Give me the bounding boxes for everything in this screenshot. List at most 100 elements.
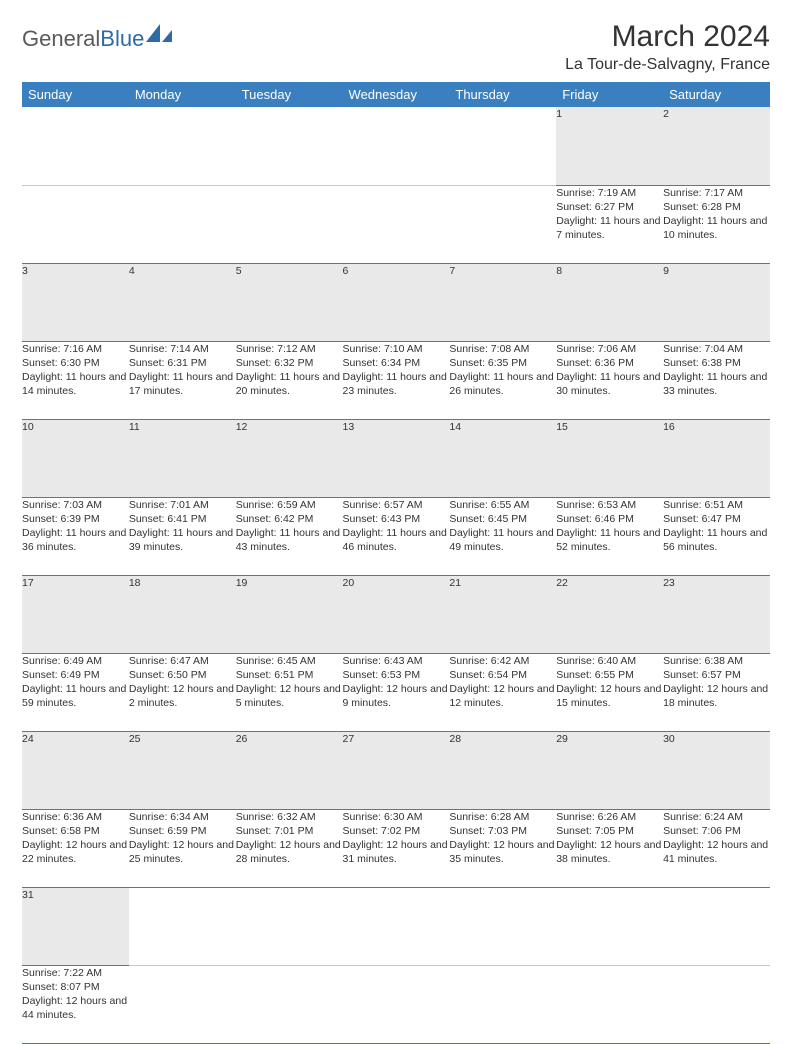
weekday-header: Friday bbox=[556, 82, 663, 107]
sunrise-text: Sunrise: 6:55 AM bbox=[449, 498, 556, 512]
day-number-cell bbox=[449, 887, 556, 965]
weekday-header: Tuesday bbox=[236, 82, 343, 107]
day-number-cell: 14 bbox=[449, 419, 556, 497]
day-number-cell: 7 bbox=[449, 263, 556, 341]
day-number-cell: 25 bbox=[129, 731, 236, 809]
day-number-cell: 9 bbox=[663, 263, 770, 341]
daynum-row: 12 bbox=[22, 107, 770, 185]
daylight-text: Daylight: 11 hours and 46 minutes. bbox=[343, 526, 450, 554]
sunset-text: Sunset: 6:39 PM bbox=[22, 512, 129, 526]
sunrise-text: Sunrise: 6:30 AM bbox=[343, 810, 450, 824]
sunrise-text: Sunrise: 7:03 AM bbox=[22, 498, 129, 512]
day-content-cell: Sunrise: 7:12 AMSunset: 6:32 PMDaylight:… bbox=[236, 341, 343, 419]
day-number-cell: 8 bbox=[556, 263, 663, 341]
day-number-cell bbox=[663, 887, 770, 965]
day-number-cell: 15 bbox=[556, 419, 663, 497]
sunset-text: Sunset: 6:43 PM bbox=[343, 512, 450, 526]
day-content-cell: Sunrise: 7:17 AMSunset: 6:28 PMDaylight:… bbox=[663, 185, 770, 263]
sunset-text: Sunset: 6:35 PM bbox=[449, 356, 556, 370]
content-row: Sunrise: 7:03 AMSunset: 6:39 PMDaylight:… bbox=[22, 497, 770, 575]
day-content-cell: Sunrise: 6:26 AMSunset: 7:05 PMDaylight:… bbox=[556, 809, 663, 887]
sunset-text: Sunset: 6:59 PM bbox=[129, 824, 236, 838]
day-number-cell: 4 bbox=[129, 263, 236, 341]
weekday-header-row: Sunday Monday Tuesday Wednesday Thursday… bbox=[22, 82, 770, 107]
weekday-header: Wednesday bbox=[343, 82, 450, 107]
day-content-cell: Sunrise: 6:55 AMSunset: 6:45 PMDaylight:… bbox=[449, 497, 556, 575]
sunrise-text: Sunrise: 6:49 AM bbox=[22, 654, 129, 668]
day-number-cell: 18 bbox=[129, 575, 236, 653]
sunset-text: Sunset: 6:54 PM bbox=[449, 668, 556, 682]
weekday-header: Thursday bbox=[449, 82, 556, 107]
sunrise-text: Sunrise: 6:51 AM bbox=[663, 498, 770, 512]
daynum-row: 3456789 bbox=[22, 263, 770, 341]
sunset-text: Sunset: 6:46 PM bbox=[556, 512, 663, 526]
sunrise-text: Sunrise: 6:36 AM bbox=[22, 810, 129, 824]
daylight-text: Daylight: 12 hours and 35 minutes. bbox=[449, 838, 556, 866]
daylight-text: Daylight: 12 hours and 12 minutes. bbox=[449, 682, 556, 710]
daylight-text: Daylight: 11 hours and 56 minutes. bbox=[663, 526, 770, 554]
daylight-text: Daylight: 11 hours and 49 minutes. bbox=[449, 526, 556, 554]
daylight-text: Daylight: 12 hours and 31 minutes. bbox=[343, 838, 450, 866]
sunrise-text: Sunrise: 6:40 AM bbox=[556, 654, 663, 668]
sunrise-text: Sunrise: 7:10 AM bbox=[343, 342, 450, 356]
day-content-cell bbox=[343, 965, 450, 1043]
day-number-cell: 27 bbox=[343, 731, 450, 809]
day-content-cell: Sunrise: 7:01 AMSunset: 6:41 PMDaylight:… bbox=[129, 497, 236, 575]
sunset-text: Sunset: 6:34 PM bbox=[343, 356, 450, 370]
sunrise-text: Sunrise: 6:26 AM bbox=[556, 810, 663, 824]
day-number-cell: 21 bbox=[449, 575, 556, 653]
day-content-cell: Sunrise: 7:22 AMSunset: 8:07 PMDaylight:… bbox=[22, 965, 129, 1043]
day-number-cell bbox=[236, 107, 343, 185]
sunset-text: Sunset: 6:53 PM bbox=[343, 668, 450, 682]
sunrise-text: Sunrise: 6:45 AM bbox=[236, 654, 343, 668]
brand-part1: General bbox=[22, 26, 100, 52]
sunset-text: Sunset: 6:51 PM bbox=[236, 668, 343, 682]
calendar-table: Sunday Monday Tuesday Wednesday Thursday… bbox=[22, 82, 770, 1044]
daylight-text: Daylight: 11 hours and 43 minutes. bbox=[236, 526, 343, 554]
day-number-cell bbox=[236, 887, 343, 965]
day-content-cell: Sunrise: 6:57 AMSunset: 6:43 PMDaylight:… bbox=[343, 497, 450, 575]
sunset-text: Sunset: 6:45 PM bbox=[449, 512, 556, 526]
sunrise-text: Sunrise: 6:47 AM bbox=[129, 654, 236, 668]
day-content-cell bbox=[236, 965, 343, 1043]
weekday-header: Saturday bbox=[663, 82, 770, 107]
day-number-cell: 1 bbox=[556, 107, 663, 185]
daylight-text: Daylight: 11 hours and 20 minutes. bbox=[236, 370, 343, 398]
sunset-text: Sunset: 7:01 PM bbox=[236, 824, 343, 838]
content-row: Sunrise: 7:22 AMSunset: 8:07 PMDaylight:… bbox=[22, 965, 770, 1043]
sunset-text: Sunset: 6:38 PM bbox=[663, 356, 770, 370]
day-number-cell bbox=[556, 887, 663, 965]
day-number-cell: 30 bbox=[663, 731, 770, 809]
day-content-cell: Sunrise: 7:03 AMSunset: 6:39 PMDaylight:… bbox=[22, 497, 129, 575]
day-number-cell: 22 bbox=[556, 575, 663, 653]
daynum-row: 17181920212223 bbox=[22, 575, 770, 653]
daylight-text: Daylight: 11 hours and 17 minutes. bbox=[129, 370, 236, 398]
sunset-text: Sunset: 6:32 PM bbox=[236, 356, 343, 370]
sunrise-text: Sunrise: 7:22 AM bbox=[22, 966, 129, 980]
daylight-text: Daylight: 12 hours and 41 minutes. bbox=[663, 838, 770, 866]
sunrise-text: Sunrise: 6:28 AM bbox=[449, 810, 556, 824]
day-number-cell: 3 bbox=[22, 263, 129, 341]
sunrise-text: Sunrise: 6:38 AM bbox=[663, 654, 770, 668]
day-content-cell: Sunrise: 7:06 AMSunset: 6:36 PMDaylight:… bbox=[556, 341, 663, 419]
daylight-text: Daylight: 11 hours and 36 minutes. bbox=[22, 526, 129, 554]
content-row: Sunrise: 7:16 AMSunset: 6:30 PMDaylight:… bbox=[22, 341, 770, 419]
day-number-cell: 11 bbox=[129, 419, 236, 497]
day-content-cell bbox=[236, 185, 343, 263]
daylight-text: Daylight: 12 hours and 28 minutes. bbox=[236, 838, 343, 866]
sunrise-text: Sunrise: 7:06 AM bbox=[556, 342, 663, 356]
sunset-text: Sunset: 6:50 PM bbox=[129, 668, 236, 682]
day-number-cell: 31 bbox=[22, 887, 129, 965]
sunrise-text: Sunrise: 6:57 AM bbox=[343, 498, 450, 512]
daylight-text: Daylight: 12 hours and 38 minutes. bbox=[556, 838, 663, 866]
day-number-cell: 16 bbox=[663, 419, 770, 497]
page-header: GeneralBlue March 2024 La Tour-de-Salvag… bbox=[22, 20, 770, 74]
daylight-text: Daylight: 12 hours and 18 minutes. bbox=[663, 682, 770, 710]
daynum-row: 31 bbox=[22, 887, 770, 965]
day-content-cell bbox=[556, 965, 663, 1043]
day-number-cell: 10 bbox=[22, 419, 129, 497]
sunset-text: Sunset: 6:28 PM bbox=[663, 200, 770, 214]
day-content-cell: Sunrise: 7:14 AMSunset: 6:31 PMDaylight:… bbox=[129, 341, 236, 419]
daylight-text: Daylight: 12 hours and 22 minutes. bbox=[22, 838, 129, 866]
day-number-cell: 13 bbox=[343, 419, 450, 497]
